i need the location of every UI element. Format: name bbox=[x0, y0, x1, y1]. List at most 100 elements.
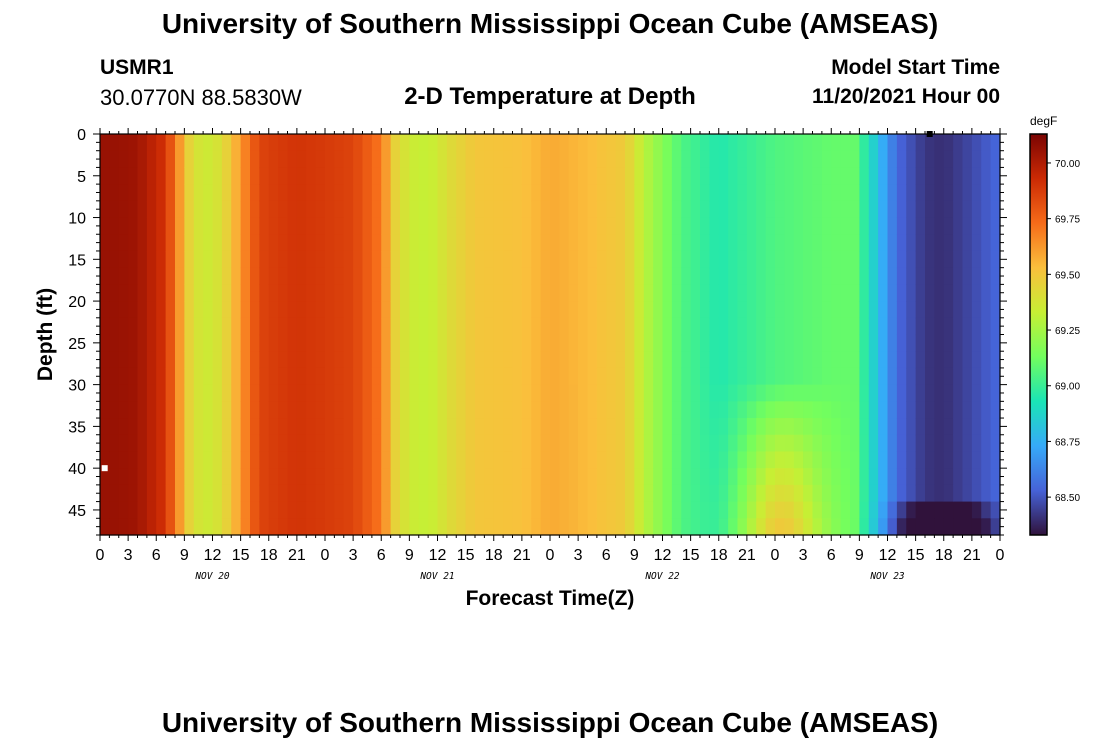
heatmap-cell bbox=[475, 167, 485, 185]
heatmap-cell bbox=[296, 184, 307, 202]
heatmap-cell bbox=[831, 434, 842, 453]
heatmap-cell bbox=[203, 250, 214, 269]
heatmap-cell bbox=[981, 284, 992, 302]
heatmap-cell bbox=[550, 284, 560, 302]
heatmap-cell bbox=[878, 367, 889, 386]
y-axis-title: Depth (ft) bbox=[34, 288, 57, 381]
heatmap-cell bbox=[915, 451, 926, 469]
heatmap-cell bbox=[681, 451, 692, 469]
heatmap-cell bbox=[240, 234, 251, 252]
heatmap-cell bbox=[709, 317, 720, 336]
heatmap-cell bbox=[606, 384, 617, 402]
y-tick-label: 0 bbox=[77, 127, 86, 144]
heatmap-cell bbox=[259, 384, 270, 402]
heatmap-cell bbox=[531, 434, 542, 453]
heatmap-cell bbox=[259, 518, 270, 536]
heatmap-cell bbox=[137, 217, 148, 235]
heatmap-cell bbox=[587, 134, 598, 152]
heatmap-cell bbox=[465, 468, 476, 486]
heatmap-cell bbox=[831, 234, 842, 252]
heatmap-cell bbox=[146, 200, 157, 219]
heatmap-cell bbox=[156, 200, 167, 219]
heatmap-cell bbox=[568, 267, 579, 285]
heatmap-cell bbox=[465, 501, 476, 519]
heatmap-cell bbox=[671, 384, 682, 402]
heatmap-cell bbox=[137, 200, 148, 219]
heatmap-cell bbox=[118, 184, 129, 202]
heatmap-cell bbox=[625, 234, 635, 252]
heatmap-cell bbox=[709, 284, 720, 302]
heatmap-cell bbox=[296, 134, 307, 152]
heatmap-cell bbox=[906, 301, 917, 319]
heatmap-cell bbox=[118, 401, 129, 419]
heatmap-cell bbox=[671, 301, 682, 319]
heatmap-cell bbox=[568, 501, 579, 519]
heatmap-cell bbox=[128, 250, 139, 269]
heatmap-cell bbox=[878, 401, 889, 419]
heatmap-cell bbox=[296, 334, 307, 352]
heatmap-cell bbox=[831, 217, 842, 235]
heatmap-cell bbox=[671, 351, 682, 369]
x-tick-label: 6 bbox=[827, 547, 836, 564]
heatmap-cell bbox=[128, 284, 139, 302]
heatmap-cell bbox=[896, 250, 907, 269]
heatmap-cell bbox=[915, 167, 926, 185]
heatmap-cell bbox=[812, 234, 823, 252]
heatmap-cell bbox=[175, 367, 185, 386]
heatmap-cell bbox=[850, 284, 860, 302]
heatmap-cell bbox=[175, 184, 185, 202]
heatmap-cell bbox=[240, 200, 251, 219]
heatmap-cell bbox=[756, 501, 767, 519]
heatmap-cell bbox=[146, 367, 157, 386]
heatmap-cell bbox=[850, 250, 860, 269]
heatmap-cell bbox=[400, 451, 410, 469]
heatmap-cell bbox=[690, 284, 701, 302]
heatmap-cell bbox=[859, 351, 870, 369]
heatmap-cell bbox=[587, 451, 598, 469]
heatmap-cell bbox=[296, 484, 307, 503]
colorbar-tick-label: 69.25 bbox=[1055, 326, 1080, 337]
heatmap-cell bbox=[943, 384, 954, 402]
heatmap-cell bbox=[475, 301, 485, 319]
heatmap-cell bbox=[503, 434, 514, 453]
heatmap-cell bbox=[990, 167, 1001, 185]
heatmap-cell bbox=[971, 518, 982, 536]
heatmap-cell bbox=[296, 250, 307, 269]
heatmap-cell bbox=[868, 134, 879, 152]
y-tick-label: 45 bbox=[68, 503, 86, 520]
heatmap-cell bbox=[709, 267, 720, 285]
heatmap-cell bbox=[868, 200, 879, 219]
heatmap-cell bbox=[250, 200, 260, 219]
heatmap-cell bbox=[596, 367, 607, 386]
heatmap-cell bbox=[193, 301, 204, 319]
heatmap-cell bbox=[512, 150, 523, 169]
heatmap-cell bbox=[625, 167, 635, 185]
x-tick-label: 21 bbox=[963, 547, 981, 564]
heatmap-cell bbox=[596, 301, 607, 319]
heatmap-cell bbox=[287, 150, 298, 169]
heatmap-cell bbox=[568, 134, 579, 152]
heatmap-cell bbox=[475, 284, 485, 302]
heatmap-cell bbox=[550, 418, 560, 436]
heatmap-cell bbox=[493, 501, 504, 519]
heatmap-cell bbox=[775, 234, 785, 252]
heatmap-cell bbox=[859, 501, 870, 519]
heatmap-cell bbox=[550, 367, 560, 386]
heatmap-cell bbox=[446, 200, 457, 219]
heatmap-cell bbox=[456, 234, 467, 252]
heatmap-cell bbox=[390, 267, 401, 285]
heatmap-cell bbox=[915, 351, 926, 369]
heatmap-cell bbox=[953, 284, 964, 302]
heatmap-cell bbox=[371, 501, 382, 519]
colorbar-tick-label: 70.00 bbox=[1055, 159, 1080, 170]
heatmap-cell bbox=[850, 501, 860, 519]
heatmap-cell bbox=[109, 334, 120, 352]
heatmap-cell bbox=[840, 334, 851, 352]
heatmap-cell bbox=[821, 518, 832, 536]
heatmap-cell bbox=[990, 301, 1001, 319]
heatmap-cell bbox=[550, 384, 560, 402]
heatmap-cell bbox=[409, 518, 420, 536]
heatmap-cell bbox=[700, 184, 710, 202]
heatmap-cell bbox=[540, 150, 551, 169]
heatmap-cell bbox=[100, 434, 110, 453]
